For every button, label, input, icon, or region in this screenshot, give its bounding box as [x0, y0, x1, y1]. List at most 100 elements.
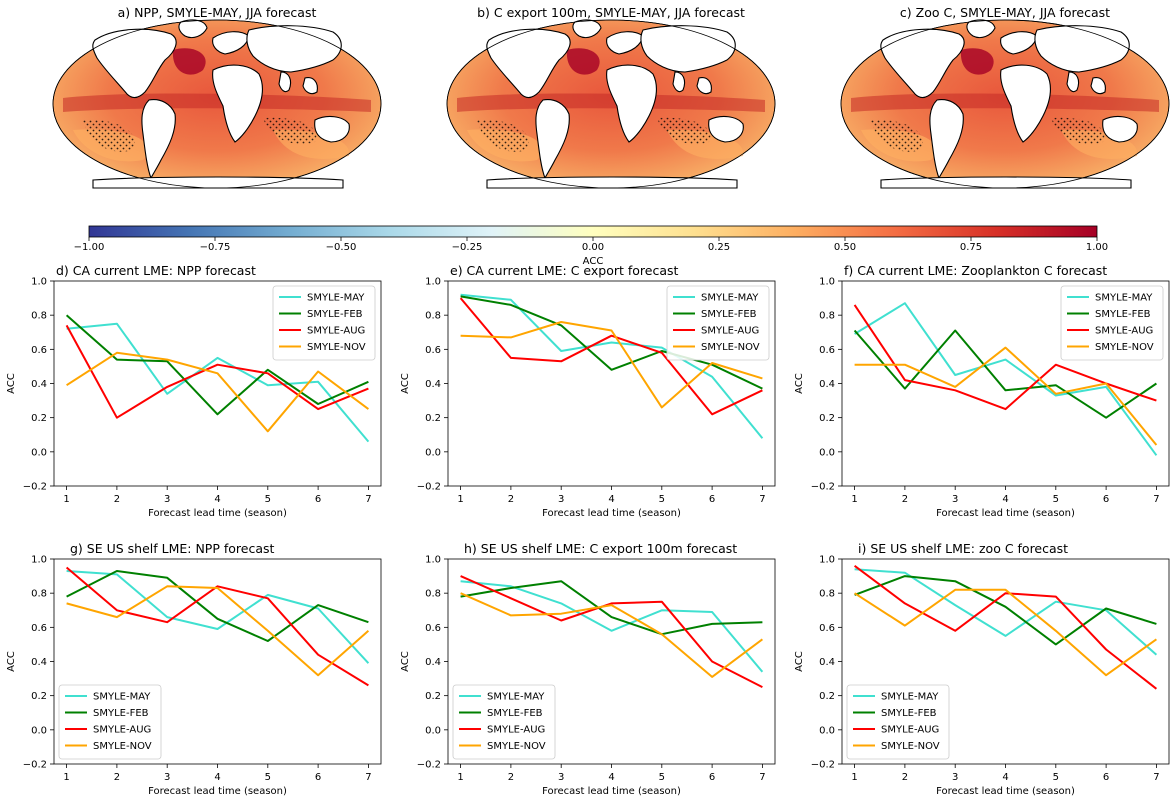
x-tick-label: 3 [952, 772, 958, 783]
legend-label: SMYLE-MAY [881, 692, 939, 703]
legend-box [272, 285, 376, 361]
map-globe [840, 19, 1170, 189]
legend-label: SMYLE-MAY [307, 293, 365, 304]
legend-label: SMYLE-AUG [93, 725, 151, 736]
legend: SMYLE-MAY SMYLE-FEB SMYLE-AUG SMYLE-NOV [58, 684, 162, 760]
series-line-smyle-may [854, 302, 1158, 456]
significance-stipple [477, 58, 711, 152]
series-line-smyle-nov [66, 351, 369, 433]
map-boundary [446, 19, 776, 189]
y-tick-label: 0.2 [31, 413, 47, 424]
colorbar-ticks: −1.00 −0.75 −0.50 −0.25 0.00 0.25 0.50 0.75 1.00 [74, 237, 1108, 253]
x-tick-label: 1 [851, 772, 857, 783]
series-line-smyle-feb [65, 314, 369, 416]
y-tick-label: 0.0 [31, 725, 47, 736]
y-tick-label: 0.6 [425, 623, 441, 634]
y-axis-label: ACC [6, 651, 17, 672]
x-axis-label: Forecast lead time (season) [936, 508, 1075, 519]
map-globe [52, 19, 382, 189]
series-line-smyle-feb [460, 580, 763, 636]
map-globe [446, 19, 776, 189]
chart-title: h) SE US shelf LME: C export 100m foreca… [464, 541, 737, 556]
x-tick-label: 5 [1053, 772, 1059, 783]
y-tick-label: 1.0 [31, 277, 47, 288]
colorbar: −1.00 −0.75 −0.50 −0.25 0.00 0.25 0.50 0.75 1.00… [74, 225, 1108, 267]
series-line-smyle-nov [854, 588, 1157, 677]
y-tick-label: 0.4 [31, 657, 47, 668]
y-tick-label: 0.4 [819, 657, 835, 668]
y-tick-label: 0.2 [819, 691, 835, 702]
y-tick-label: 1.0 [425, 555, 441, 566]
legend-label: SMYLE-MAY [701, 293, 759, 304]
legend-label: SMYLE-FEB [701, 309, 757, 320]
legend-label: SMYLE-AUG [1095, 326, 1153, 337]
colorbar-tick-label: −1.00 [74, 242, 105, 253]
legend-label: SMYLE-AUG [487, 725, 545, 736]
legend-box [452, 684, 556, 760]
series-line-smyle-may [66, 570, 370, 664]
line-charts: d) CA current LME: NPP forecast −0.2 0.0 0.… [6, 263, 1170, 797]
legend-label: SMYLE-FEB [881, 708, 937, 719]
map-title: b) C export 100m, SMYLE-MAY, JJA forecas… [477, 5, 745, 20]
legend-label: SMYLE-AUG [701, 326, 759, 337]
y-tick-label: −0.2 [23, 482, 47, 493]
y-tick-label: 0.4 [31, 379, 47, 390]
y-tick-label: 0.2 [819, 413, 835, 424]
land-mass [486, 28, 571, 99]
y-tick-label: 0.0 [425, 725, 441, 736]
y-axis-label: ACC [6, 373, 17, 394]
x-tick-label: 4 [1002, 772, 1008, 783]
land-mass [1066, 71, 1080, 93]
high-acc-band [457, 93, 765, 112]
x-tick-label: 2 [508, 494, 514, 505]
series-line-smyle-may [460, 580, 764, 673]
significance-stipple [871, 58, 1105, 152]
map-boundary [52, 19, 382, 189]
colorbar-tick-label: −0.25 [452, 242, 483, 253]
x-tick-label: 2 [114, 494, 120, 505]
series-line-smyle-may [460, 293, 764, 439]
y-tick-label: 0.6 [31, 345, 47, 356]
legend-box [1060, 285, 1164, 361]
legend-label: SMYLE-AUG [881, 725, 939, 736]
series-line-smyle-feb [853, 329, 1157, 419]
map-panel-c: c) Zoo C, SMYLE-MAY, JJA forecast [840, 5, 1170, 189]
legend-box [846, 684, 950, 760]
colorbar-tick-label: −0.75 [200, 242, 231, 253]
colorbar-tick-label: −0.50 [326, 242, 357, 253]
y-axis-label: ACC [794, 373, 805, 394]
x-tick-label: 6 [1103, 772, 1109, 783]
legend-label: SMYLE-FEB [307, 309, 363, 320]
legend-label: SMYLE-MAY [93, 692, 151, 703]
x-tick-label: 5 [659, 494, 665, 505]
x-tick-label: 6 [1103, 494, 1109, 505]
y-axis-label: ACC [400, 651, 411, 672]
x-axis-label: Forecast lead time (season) [936, 786, 1075, 797]
y-tick-label: −0.2 [23, 760, 47, 771]
legend-label: SMYLE-NOV [307, 342, 366, 353]
map-panels: a) NPP, SMYLE-MAY, JJA forecast b) C exp… [52, 5, 1170, 189]
x-tick-label: 4 [214, 494, 220, 505]
legend-label: SMYLE-NOV [701, 342, 760, 353]
legend-label: SMYLE-NOV [487, 741, 546, 752]
series-line-smyle-may [854, 568, 1158, 656]
x-tick-label: 3 [952, 494, 958, 505]
legend: SMYLE-MAY SMYLE-FEB SMYLE-AUG SMYLE-NOV [452, 684, 556, 760]
y-tick-label: 0.8 [425, 311, 441, 322]
y-tick-label: −0.2 [811, 482, 835, 493]
land-mass [486, 176, 738, 189]
y-tick-label: 0.6 [819, 623, 835, 634]
x-tick-label: 4 [1002, 494, 1008, 505]
y-tick-label: 0.4 [425, 657, 441, 668]
series-line-smyle-may [66, 322, 370, 443]
y-tick-label: 0.8 [819, 311, 835, 322]
land-mass [606, 64, 658, 143]
x-tick-label: 6 [709, 494, 715, 505]
chart-title: f) CA current LME: Zooplankton C forecas… [844, 263, 1107, 278]
series-line-smyle-feb [66, 570, 369, 642]
x-axis-label: Forecast lead time (season) [542, 508, 681, 519]
series-line-smyle-aug [460, 575, 763, 688]
y-tick-label: −0.2 [417, 482, 441, 493]
series-line-smyle-aug [459, 297, 763, 416]
